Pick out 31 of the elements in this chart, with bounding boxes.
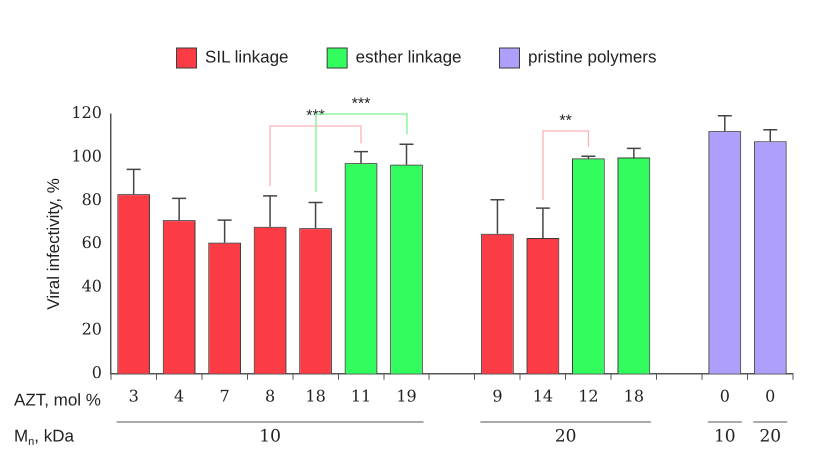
text: 10 — [714, 426, 736, 446]
x-tick-label: 18 — [305, 386, 326, 406]
y-tick-label: 40 — [82, 276, 102, 296]
x-tick-label: 0 — [720, 386, 730, 406]
y-tick-label: 80 — [82, 190, 102, 209]
text: 20 — [759, 426, 782, 446]
annotation: ** — [559, 112, 572, 130]
legend-label: pristine polymers — [528, 48, 656, 67]
x-tick-label: 18 — [624, 386, 644, 406]
x-tick-label: 19 — [396, 386, 417, 406]
y-axis-title: Viral infectivity, % — [44, 178, 63, 310]
text: *** — [352, 95, 370, 112]
x-axis-title: AZT, mol % — [14, 390, 101, 410]
x-tick-label: 4 — [174, 386, 184, 406]
x-tick-label: 11 — [350, 386, 372, 406]
legend-label: SIL linkage — [205, 48, 289, 67]
text: 10 — [259, 426, 281, 446]
y-tick-label: 0 — [92, 362, 102, 382]
y-tick-label: 20 — [82, 320, 102, 339]
x-tick-label: 12 — [578, 386, 599, 406]
x-tick-label: 3 — [128, 386, 139, 406]
text: 20 — [554, 426, 576, 446]
y-tick-label: 120 — [71, 103, 102, 122]
x-tick-label: 0 — [765, 386, 776, 406]
legend-label: esther linkage — [356, 48, 462, 67]
x-tick-label: 8 — [264, 386, 276, 406]
x-tick-label: 14 — [532, 386, 554, 406]
x-tick-label: 7 — [220, 386, 230, 406]
x-tick-label: 9 — [492, 386, 503, 406]
y-tick-label: 100 — [71, 146, 102, 166]
y-tick-label: 60 — [82, 233, 102, 252]
